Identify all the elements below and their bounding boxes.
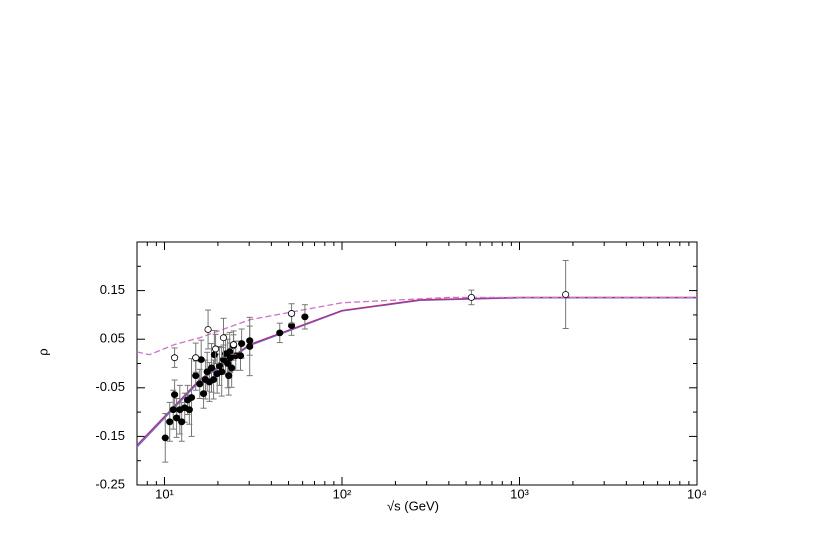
y-tick-label: -0.05	[95, 379, 125, 394]
x-tick-label: 10³	[510, 486, 529, 501]
data-point	[246, 343, 254, 350]
data-point	[187, 394, 196, 401]
data-point	[178, 418, 186, 426]
data-point	[166, 418, 174, 426]
data-point	[209, 376, 218, 383]
data-point	[204, 326, 212, 333]
data-point	[467, 294, 476, 301]
data-point	[219, 334, 228, 342]
data-point	[207, 364, 216, 372]
data-point	[301, 313, 309, 321]
data-point	[161, 434, 169, 442]
data-point	[192, 372, 200, 380]
x-tick-label: 10¹	[155, 486, 174, 501]
data-point	[211, 345, 220, 353]
data-point	[246, 337, 254, 345]
data-point	[196, 380, 204, 388]
fit-curve	[136, 296, 697, 356]
x-tick-label: 10⁴	[687, 486, 707, 501]
y-tick-label: -0.25	[95, 476, 125, 491]
data-point	[199, 390, 208, 398]
y-tick-label: 0.05	[100, 331, 125, 346]
y-tick-label: -0.15	[95, 428, 125, 443]
data-point	[218, 368, 226, 376]
data-point	[192, 354, 200, 362]
x-axis-label: √s (GeV)	[387, 498, 439, 513]
data-point	[185, 406, 193, 414]
data-point	[170, 354, 179, 362]
data-point	[276, 329, 284, 337]
data-point	[287, 310, 296, 317]
data-point	[170, 391, 179, 399]
data-point	[238, 340, 246, 347]
data-point	[225, 372, 233, 380]
data-point	[172, 414, 181, 422]
data-point	[210, 351, 218, 359]
data-point	[228, 364, 236, 372]
y-axis-label: ρ	[35, 348, 50, 355]
data-point	[224, 360, 232, 367]
data-point	[169, 406, 177, 414]
y-tick-label: 0.15	[100, 282, 125, 297]
data-point	[236, 352, 245, 360]
data-point	[229, 341, 238, 348]
data-point	[562, 291, 570, 298]
x-tick-label: 10²	[333, 486, 352, 501]
